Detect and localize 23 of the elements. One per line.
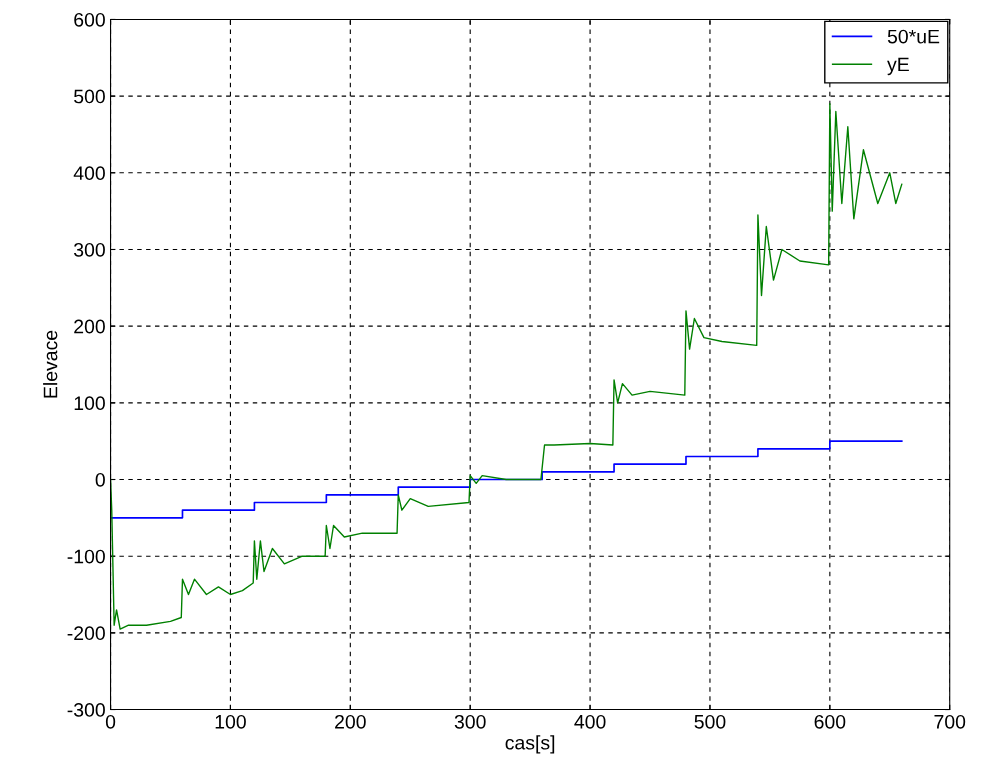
y-tick-label: 0 [95, 472, 105, 487]
x-tick-label: 300 [454, 714, 486, 729]
y-tick-label: 100 [74, 396, 105, 411]
x-axis-title: cas[s] [505, 735, 555, 754]
y-tick-label: -300 [67, 703, 105, 717]
legend-label: yE [887, 57, 909, 76]
x-tick-label: 500 [694, 714, 726, 729]
x-tick-label: 200 [335, 714, 366, 729]
legend-label: 50*uE [887, 29, 940, 44]
y-tick-label: 200 [74, 319, 105, 334]
y-tick-label: 400 [73, 166, 105, 181]
y-tick-label: -200 [67, 626, 105, 641]
x-tick-label: 400 [574, 714, 606, 729]
x-tick-label: 100 [215, 714, 246, 729]
y-tick-label: 300 [73, 242, 105, 257]
x-tick-label: 600 [814, 714, 846, 729]
y-tick-label: 600 [74, 12, 105, 27]
x-tick-label: 700 [934, 714, 966, 729]
y-axis-title: Elevace [43, 330, 58, 398]
line-series [110, 103, 903, 630]
x-tick-label: 0 [105, 714, 116, 729]
y-tick-label: -100 [67, 549, 105, 564]
y-tick-label: 500 [74, 89, 105, 104]
